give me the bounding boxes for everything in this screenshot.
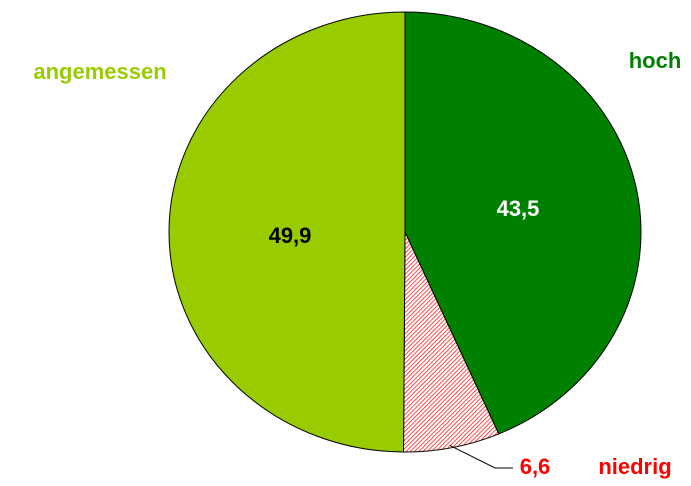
value-label: 43,5 <box>497 196 540 221</box>
leader-line <box>449 445 513 469</box>
pie-slice <box>168 11 406 453</box>
category-label: hoch <box>629 48 682 73</box>
value-label: 49,9 <box>269 223 312 248</box>
value-label: 6,6 <box>520 454 551 479</box>
category-label: niedrig <box>598 454 671 479</box>
pie-slice <box>404 11 642 435</box>
category-label: angemessen <box>33 59 166 84</box>
